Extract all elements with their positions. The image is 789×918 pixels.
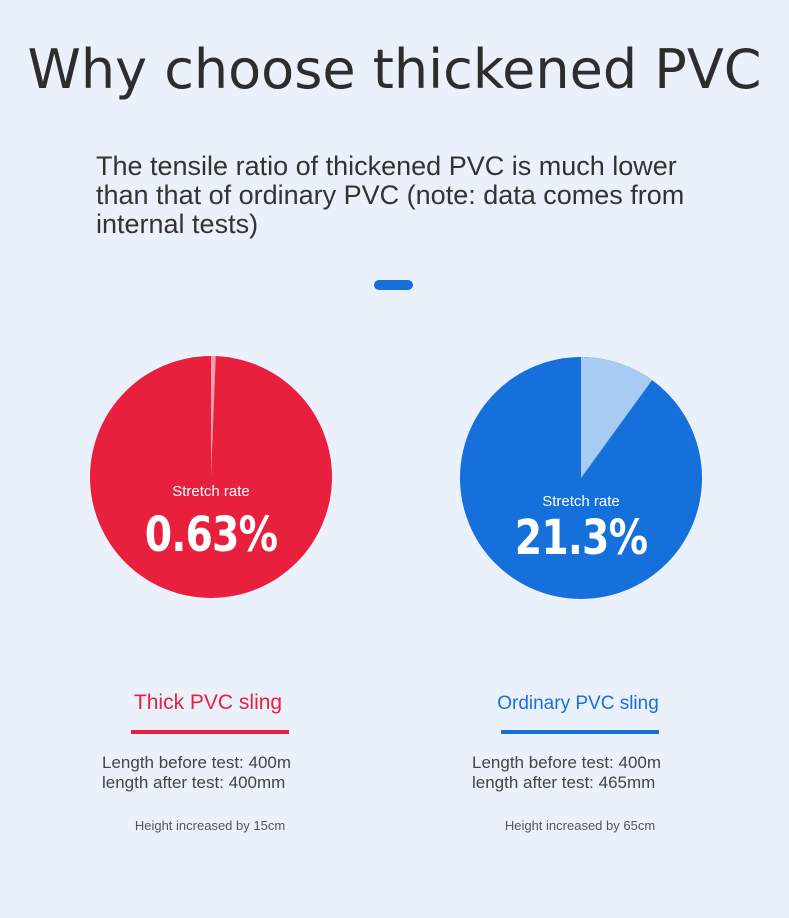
ordinary-height-note: Height increased by 65cm <box>504 818 656 833</box>
ordinary-pvc-title: Ordinary PVC sling <box>497 693 659 714</box>
ordinary-pie-label: Stretch rate <box>542 493 620 510</box>
thick-pie-value: 0.63% <box>144 507 278 563</box>
thick-length-after: length after test: 400mm <box>102 773 286 792</box>
ordinary-length-before: Length before test: 400m <box>472 753 662 772</box>
subtitle: The tensile ratio of thickened PVC is mu… <box>96 151 685 239</box>
ordinary-pvc-pie-chart: Stretch rate 21.3% <box>459 356 703 600</box>
thick-pvc-pie-chart: Stretch rate 0.63% <box>89 355 333 599</box>
thick-length-before: Length before test: 400m <box>102 753 292 772</box>
thick-pvc-specs: Length before test: 400m length after te… <box>102 753 291 793</box>
ordinary-pie-value: 21.3% <box>514 510 648 566</box>
thick-pvc-title: Thick PVC sling <box>133 691 283 714</box>
thick-pie-label: Stretch rate <box>172 483 250 500</box>
ordinary-pvc-specs: Length before test: 400m length after te… <box>472 753 661 793</box>
ordinary-length-after: length after test: 465mm <box>472 773 656 792</box>
ordinary-pvc-underline <box>501 730 659 734</box>
thick-height-note: Height increased by 15cm <box>134 818 286 833</box>
thick-pie-slice <box>211 356 216 477</box>
section-divider <box>374 280 413 290</box>
thick-pvc-underline <box>131 730 289 734</box>
ordinary-pie-slice <box>581 357 653 478</box>
page-title: Why choose thickened PVC <box>27 38 762 101</box>
